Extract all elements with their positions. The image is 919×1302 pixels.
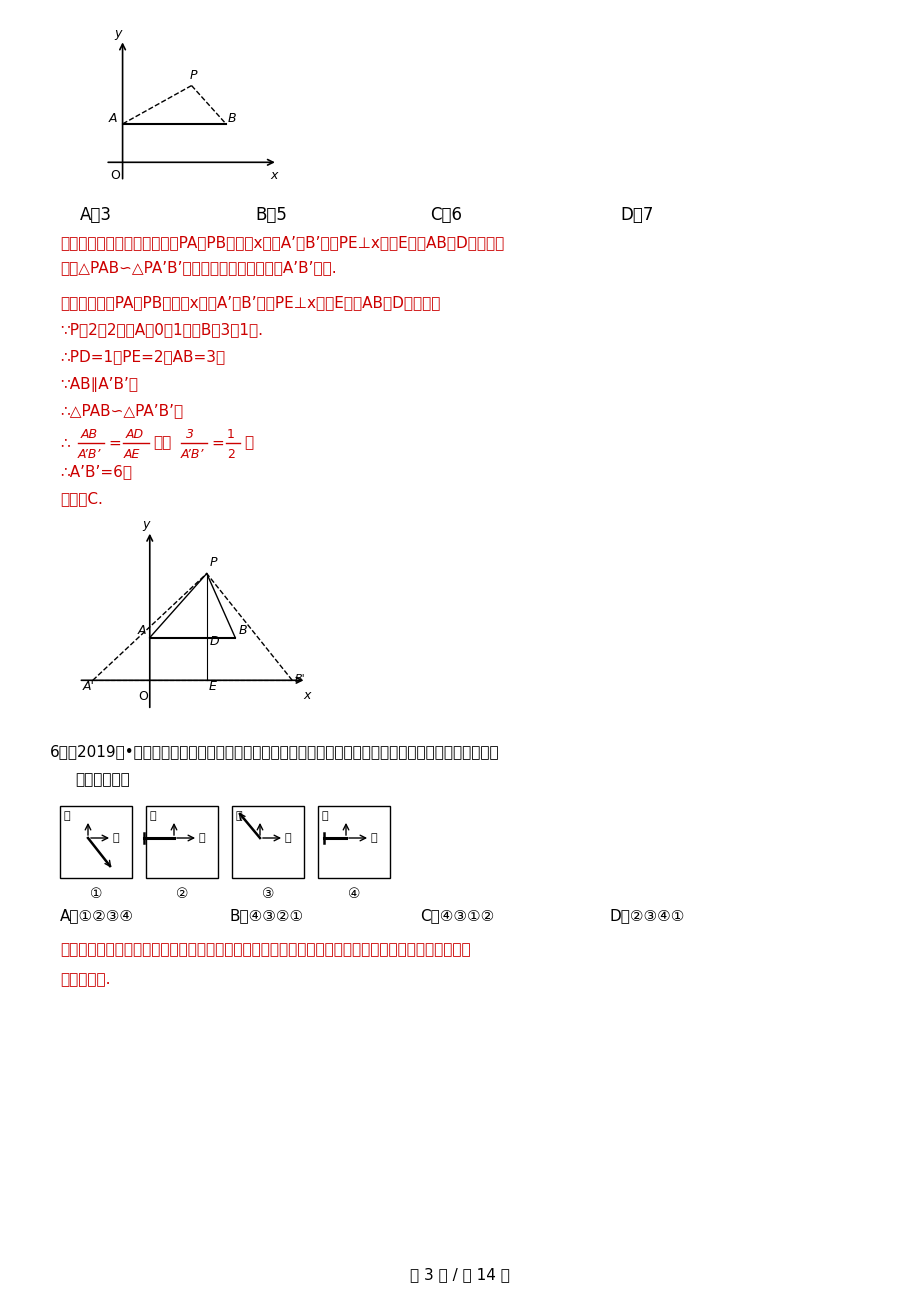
Text: A: A <box>138 624 146 637</box>
Text: 北: 北 <box>64 811 71 822</box>
Text: C．6: C．6 <box>429 206 461 224</box>
Bar <box>232 806 303 878</box>
Text: AE: AE <box>124 448 141 461</box>
Text: B': B' <box>294 674 305 685</box>
Text: 6．（2019秋•平度市期末）如图是小明一天看到的一根电线杆的影子的俦视图，按时间先后顺序排列正确: 6．（2019秋•平度市期末）如图是小明一天看到的一根电线杆的影子的俦视图，按时… <box>50 745 499 759</box>
Text: 1: 1 <box>227 427 234 440</box>
Text: 3: 3 <box>186 427 194 440</box>
Text: =: = <box>210 435 223 450</box>
Text: 东: 东 <box>370 833 377 842</box>
Text: ④: ④ <box>347 887 360 901</box>
Text: ∵AB∥A’B’，: ∵AB∥A’B’， <box>60 376 138 392</box>
Text: 2: 2 <box>227 448 234 461</box>
Text: 【解析】延长PA、PB分别交x轴于A’、B’，作PE⊥x轴于E，交AB于D，如图，: 【解析】延长PA、PB分别交x轴于A’、B’，作PE⊥x轴于E，交AB于D，如图… <box>60 296 440 310</box>
Text: C．④③①②: C．④③①② <box>420 909 494 923</box>
Text: D: D <box>210 635 219 648</box>
Text: A: A <box>108 112 117 125</box>
Text: 的是（　　）: 的是（ ） <box>75 772 130 788</box>
Text: E: E <box>208 680 216 693</box>
Text: O: O <box>110 169 119 182</box>
Text: ③: ③ <box>262 887 274 901</box>
Text: ，: ， <box>244 435 253 450</box>
Text: 东: 东 <box>285 833 291 842</box>
Text: x: x <box>303 689 311 702</box>
Text: 证明△PAB∽△PA’B’，然后利用相似比可求出A’B’的长.: 证明△PAB∽△PA’B’，然后利用相似比可求出A’B’的长. <box>60 260 336 276</box>
Text: P: P <box>210 556 217 569</box>
Text: B．5: B．5 <box>255 206 287 224</box>
Text: 【分析】利用中心投影，延长PA、PB分别交x轴于A’、B’，作PE⊥x轴于E，交AB于D，如图，: 【分析】利用中心投影，延长PA、PB分别交x轴于A’、B’，作PE⊥x轴于E，交… <box>60 236 504 250</box>
Text: 北: 北 <box>322 811 328 822</box>
Bar <box>146 806 218 878</box>
Text: B．④③②①: B．④③②① <box>230 909 304 923</box>
Text: 北: 北 <box>150 811 156 822</box>
Text: D．②③④①: D．②③④① <box>609 909 685 923</box>
Text: x: x <box>270 169 278 182</box>
Text: ∴PD=1，PE=2，AB=3，: ∴PD=1，PE=2，AB=3， <box>60 349 225 365</box>
Text: 北: 北 <box>236 811 243 822</box>
Text: 第 3 页 / 共 14 页: 第 3 页 / 共 14 页 <box>410 1268 509 1282</box>
Bar <box>60 806 131 878</box>
Text: ，即: ，即 <box>153 435 171 450</box>
Text: D．7: D．7 <box>619 206 652 224</box>
Text: B: B <box>228 112 236 125</box>
Text: ∵P（2，2），A（0，1），B（3，1）.: ∵P（2，2），A（0，1），B（3，1）. <box>60 323 263 337</box>
Text: ∴△PAB∽△PA’B’，: ∴△PAB∽△PA’B’， <box>60 404 183 418</box>
Text: y: y <box>142 518 150 531</box>
Bar <box>318 806 390 878</box>
Text: O: O <box>139 690 148 703</box>
Text: =: = <box>108 435 120 450</box>
Text: ∴: ∴ <box>60 435 70 450</box>
Text: AD: AD <box>126 427 144 440</box>
Text: A．①②③④: A．①②③④ <box>60 909 134 923</box>
Text: A': A' <box>83 680 95 693</box>
Text: 东: 东 <box>199 833 206 842</box>
Text: 东: 东 <box>113 833 119 842</box>
Text: 故选：C.: 故选：C. <box>60 491 103 506</box>
Text: 【分析】根据平行投影的规律：早晨到傍晩物体的指向是：西－西北－北－东北－东，影长由长变短，: 【分析】根据平行投影的规律：早晨到傍晩物体的指向是：西－西北－北－东北－东，影长… <box>60 943 471 957</box>
Text: 再变长可得.: 再变长可得. <box>60 973 110 987</box>
Text: ∴A’B’=6，: ∴A’B’=6， <box>60 465 131 479</box>
Text: P: P <box>189 69 197 82</box>
Text: A’B’: A’B’ <box>181 448 204 461</box>
Text: ①: ① <box>90 887 102 901</box>
Text: A’B’: A’B’ <box>78 448 101 461</box>
Text: ②: ② <box>176 887 188 901</box>
Text: B: B <box>238 624 247 637</box>
Text: A．3: A．3 <box>80 206 112 224</box>
Text: y: y <box>115 26 122 39</box>
Text: AB: AB <box>81 427 98 440</box>
